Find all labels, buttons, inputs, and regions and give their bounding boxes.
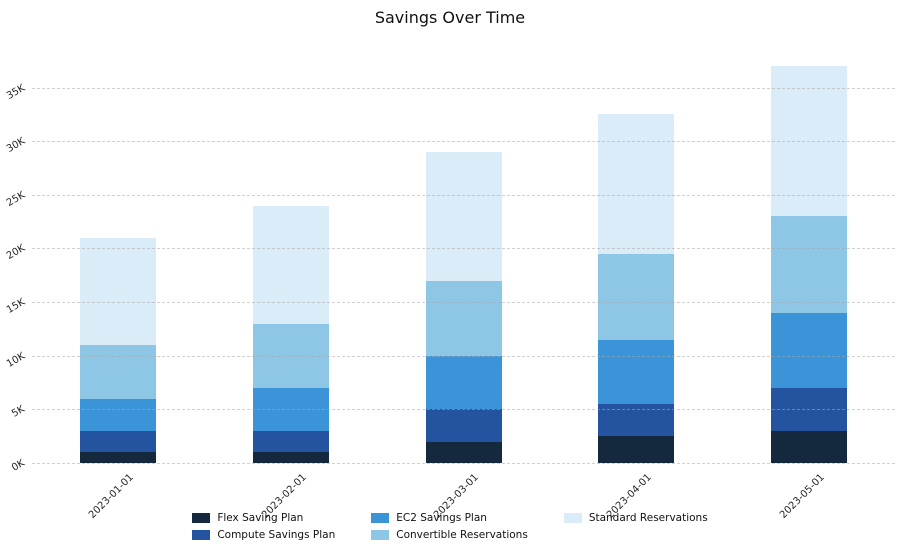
y-axis-tick-label: 35K [4,82,27,102]
y-axis-tick-label: 5K [10,404,27,421]
bar-segment [425,355,502,410]
legend-swatch [371,513,390,523]
bar-segment [252,430,329,453]
bar-segment [252,205,329,324]
chart-title: Savings Over Time [374,8,526,27]
bar-segment [252,387,329,431]
bar-segment [252,452,329,463]
bar-segment [598,114,675,254]
legend-label: Flex Saving Plan [217,512,304,524]
bar-segment [425,151,502,281]
grid-line [32,87,895,89]
bar-segment [80,345,157,399]
bar-2023-02-01 [252,205,329,463]
legend-item: EC2 Savings Plan [371,512,528,524]
bar-segment [598,339,675,404]
legend-label: Standard Reservations [588,512,708,524]
y-axis-tick-label: 15K [4,296,27,316]
bar-2023-03-01 [425,151,502,463]
bar-segment [80,452,157,463]
legend-item: Convertible Reservations [371,529,528,541]
bar-2023-04-01 [598,114,675,463]
bar-2023-01-01 [80,237,157,463]
bar-segment [598,436,675,463]
legend-item: Compute Savings Plan [192,529,335,541]
bar-segment [252,323,329,388]
bar-segment [770,66,847,217]
bar-segment [425,280,502,356]
bar-segment [770,430,847,463]
bar-segment [770,387,847,431]
legend-label: Convertible Reservations [396,529,528,541]
legend: Flex Saving Plan Compute Savings Plan EC2 … [0,512,900,541]
grid-line [32,141,895,143]
bar-segment [425,409,502,442]
legend-item: Standard Reservations [563,512,708,524]
y-axis-tick-label: 10K [4,350,27,370]
legend-column: EC2 Savings Plan Convertible Reservations [371,512,528,541]
bar-segment [598,253,675,340]
legend-swatch [192,530,211,540]
bar-segment [598,404,675,437]
bar-segment [425,441,502,463]
legend-column: Standard Reservations [563,512,708,524]
legend-label: Compute Savings Plan [217,529,336,541]
legend-item: Flex Saving Plan [192,512,335,524]
bar-segment [80,398,157,431]
y-axis-tick-label: 30K [4,135,27,156]
grid-line [32,463,895,464]
legend-swatch [563,513,582,523]
y-axis-tick-label: 0K [10,457,27,474]
y-axis-tick-label: 25K [4,189,27,209]
legend-swatch [371,530,390,540]
legend-label: EC2 Savings Plan [396,512,487,524]
legend-column: Flex Saving Plan Compute Savings Plan [192,512,335,541]
y-axis-tick-label: 20K [4,243,27,263]
bar-segment [80,430,157,453]
bar-segment [80,237,157,345]
legend-swatch [192,513,211,523]
bar-2023-05-01 [770,66,847,463]
bar-segment [770,312,847,388]
bar-segment [770,216,847,313]
